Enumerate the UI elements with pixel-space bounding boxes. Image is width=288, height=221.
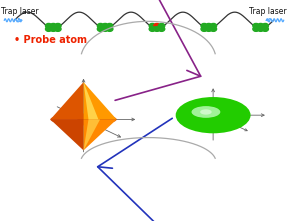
Circle shape [50,27,56,31]
Text: Trap laser: Trap laser [249,8,287,17]
Polygon shape [84,119,100,150]
Circle shape [46,27,52,31]
Polygon shape [50,119,84,150]
Circle shape [149,27,156,31]
Circle shape [107,27,113,31]
Circle shape [257,27,264,31]
Circle shape [158,23,165,28]
Circle shape [46,23,52,28]
Circle shape [154,23,160,28]
Circle shape [257,23,264,28]
Circle shape [201,23,207,28]
Circle shape [102,23,108,28]
Circle shape [206,27,212,31]
Circle shape [149,23,156,28]
Circle shape [102,27,108,31]
Ellipse shape [200,109,212,115]
Circle shape [206,23,212,28]
Circle shape [253,27,259,31]
Circle shape [97,27,104,31]
Polygon shape [84,82,117,119]
Circle shape [55,23,61,28]
Circle shape [107,23,113,28]
Polygon shape [84,119,117,150]
Ellipse shape [192,106,220,118]
Ellipse shape [176,97,251,133]
Text: • Probe atom: • Probe atom [14,35,87,45]
Ellipse shape [50,114,117,125]
Circle shape [154,27,160,31]
Circle shape [253,23,259,28]
Circle shape [210,27,217,31]
Circle shape [210,23,217,28]
Circle shape [55,27,61,31]
Text: Trap laser: Trap laser [1,8,39,17]
Circle shape [201,27,207,31]
Polygon shape [50,82,84,119]
Circle shape [97,23,104,28]
Circle shape [50,23,56,28]
Polygon shape [84,82,98,119]
Circle shape [158,27,165,31]
Ellipse shape [50,113,117,126]
Circle shape [262,23,268,28]
Circle shape [262,27,268,31]
